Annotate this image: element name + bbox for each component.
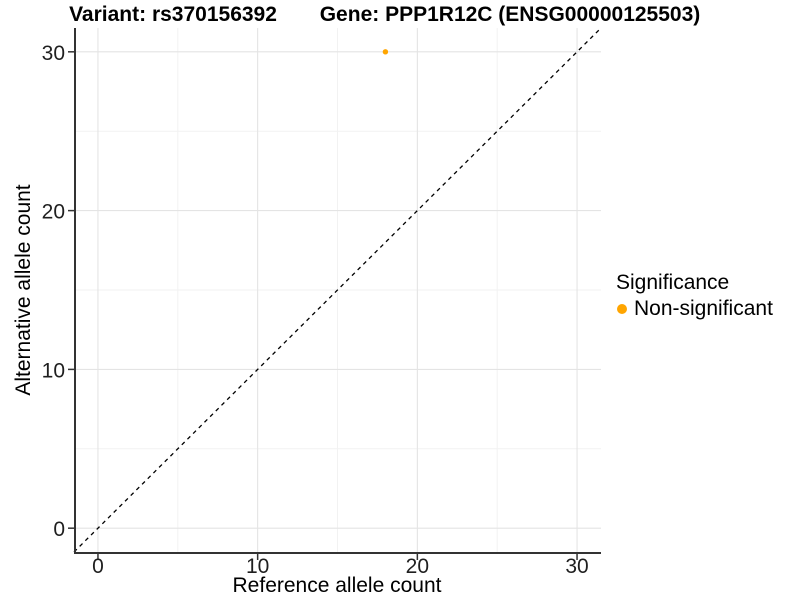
x-tick-label: 10 [246,555,269,578]
legend: Significance Non-significant [614,271,773,321]
x-tick-label: 20 [406,555,429,578]
y-tick-label: 30 [42,42,65,65]
legend-item-label: Non-significant [634,297,773,321]
x-axis-title: Reference allele count [232,574,442,597]
variant-title: Variant: rs370156392 [69,3,277,26]
data-point [382,49,389,55]
legend-point-icon [617,304,627,315]
gene-title: Gene: PPP1R12C (ENSG00000125503) [319,3,701,26]
legend-item: Non-significant [614,297,773,321]
y-tick-label: 0 [53,518,65,541]
x-tick-label: 0 [92,555,104,578]
legend-title: Significance [616,271,730,294]
y-tick-label: 10 [42,359,65,382]
y-axis-title: Alternative allele count [12,184,35,396]
x-tick-label: 30 [565,555,588,578]
y-tick-label: 20 [42,201,65,224]
identity-line [73,27,602,553]
